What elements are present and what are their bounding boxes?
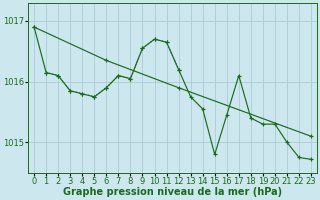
X-axis label: Graphe pression niveau de la mer (hPa): Graphe pression niveau de la mer (hPa) [63, 187, 282, 197]
